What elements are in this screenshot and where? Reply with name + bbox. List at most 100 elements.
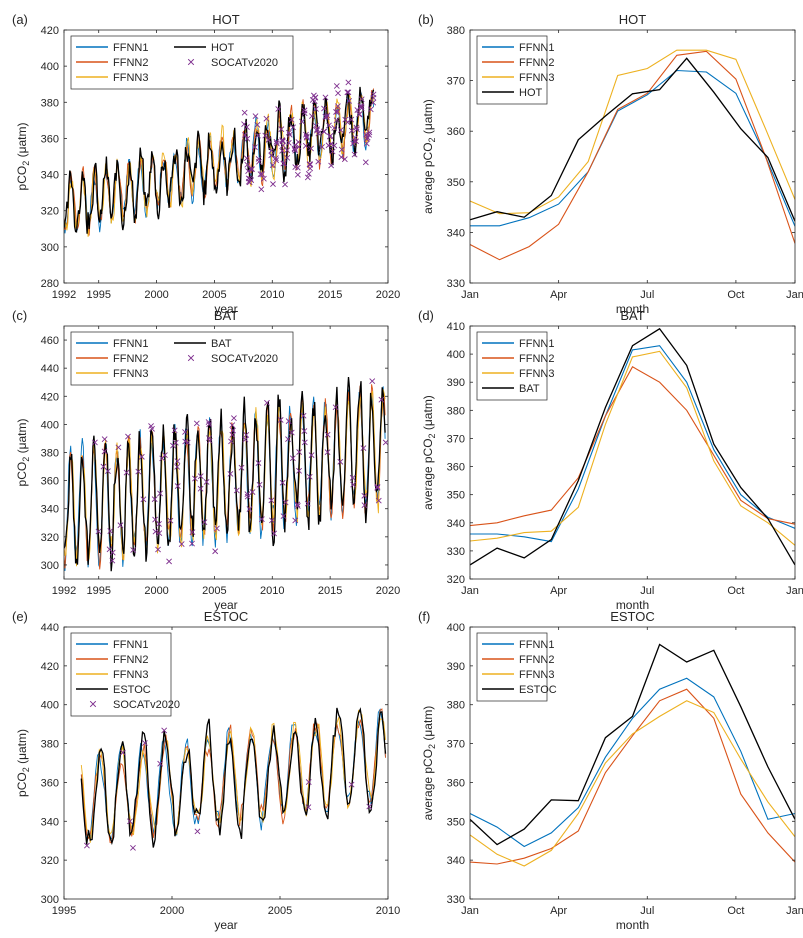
y-tick-label: 390: [447, 377, 465, 389]
socat-marker: [123, 469, 130, 476]
y-tick-label: 400: [41, 700, 59, 712]
panel-title: BAT: [620, 308, 644, 323]
socat-marker: [171, 427, 178, 434]
socat-marker: [156, 520, 162, 527]
plot-area: [80, 707, 387, 851]
socat-marker: [366, 129, 373, 136]
legend-label: HOT: [211, 42, 235, 54]
plot-area: [64, 79, 377, 237]
x-tick-label: Oct: [727, 585, 744, 597]
socat-marker: [324, 449, 331, 456]
x-tick-label: 1995: [86, 585, 110, 597]
socat-marker: [167, 517, 174, 524]
x-tick-label: Jan: [786, 585, 803, 597]
socat-marker: [265, 136, 272, 143]
socat-marker: [282, 499, 289, 506]
socat-marker: [299, 118, 305, 125]
y-tick-label: 390: [447, 661, 465, 673]
y-tick-label: 330: [447, 546, 465, 558]
socat-marker: [305, 779, 312, 786]
socat-marker: [319, 143, 325, 150]
socat-marker: [331, 142, 338, 149]
socat-marker: [332, 404, 339, 411]
socat-marker: [138, 453, 145, 460]
legend: FFNN1 FFNN2 FFNN3 BAT: [476, 331, 554, 401]
socat-marker: [268, 152, 275, 159]
socat-marker: [115, 444, 122, 451]
socat-marker: [197, 485, 204, 492]
series-line-ffnn3: [64, 94, 374, 237]
socat-marker: [305, 170, 312, 177]
socat-marker: [304, 174, 311, 181]
socat-marker: [296, 467, 302, 474]
socat-marker: [277, 417, 284, 423]
y-tick-label: 360: [447, 777, 465, 789]
socat-marker: [292, 164, 299, 171]
legend-label: FFNN3: [113, 368, 148, 380]
socat-marker: [212, 548, 219, 555]
y-tick-label: 380: [447, 405, 465, 417]
x-tick-label: 2020: [376, 289, 400, 301]
socat-marker: [338, 146, 345, 153]
panel-c: 1992 1995 2000 2005 2010 2015 2020 300 320 340 360…: [12, 308, 400, 612]
socat-marker: [203, 479, 210, 485]
socat-marker: [149, 425, 155, 432]
socat-marker: [378, 396, 385, 403]
legend-label: SOCATv2020: [113, 699, 180, 711]
socat-marker: [213, 525, 220, 532]
legend-label: FFNN1: [113, 42, 148, 54]
x-tick-label: Jul: [640, 289, 654, 301]
socat-marker: [295, 143, 302, 150]
y-tick-label: 370: [447, 433, 465, 445]
socat-marker: [333, 109, 339, 115]
legend-label: HOT: [519, 87, 543, 99]
socat-marker: [273, 157, 280, 164]
socat-marker: [334, 103, 341, 110]
series-line-ffnn3: [470, 49, 795, 215]
y-tick-label: 300: [41, 242, 59, 254]
x-tick-label: Oct: [727, 289, 744, 301]
socat-marker: [246, 506, 253, 512]
axes-frame: [469, 626, 796, 900]
legend-label: BAT: [211, 338, 232, 350]
y-tick-label: 320: [41, 855, 59, 867]
socat-marker: [335, 90, 341, 97]
socat-marker: [382, 439, 388, 446]
y-tick-label: 330: [447, 278, 465, 290]
socat-marker: [263, 115, 270, 122]
legend: FFNN1 HOT FFNN2 SOCATv2020 FFNN3: [70, 35, 294, 90]
socat-marker: [349, 474, 356, 481]
socat-marker: [344, 89, 351, 96]
socat-marker: [83, 842, 90, 849]
panel-letter: (e): [12, 609, 28, 624]
socat-marker: [345, 89, 352, 96]
socat-marker: [302, 142, 309, 149]
panel-letter: (c): [12, 308, 27, 323]
socat-marker: [294, 502, 301, 509]
socat-marker: [245, 175, 252, 182]
x-axis-label: year: [214, 598, 237, 612]
socat-marker: [326, 122, 332, 129]
y-axis-label: pCO2 (μatm): [15, 123, 31, 191]
y-tick-label: 380: [41, 739, 59, 751]
y-tick-label: 340: [41, 504, 59, 516]
socat-marker: [279, 479, 286, 486]
panel-title: ESTOC: [610, 609, 655, 624]
socat-marker: [229, 431, 236, 438]
panel-letter: (d): [418, 308, 434, 323]
socat-marker: [346, 98, 353, 104]
socat-marker: [291, 145, 298, 152]
y-tick-label: 400: [41, 61, 59, 73]
legend-marker: [187, 354, 195, 362]
socat-marker: [273, 138, 280, 145]
socat-marker: [106, 546, 113, 553]
socat-marker: [119, 749, 126, 756]
x-axis-label: month: [616, 598, 649, 612]
series-line-estoc: [470, 643, 795, 846]
socat-marker: [288, 429, 295, 436]
panel-title: HOT: [212, 12, 240, 27]
series-line-ffnn2: [470, 50, 795, 261]
y-tick-label: 320: [41, 206, 59, 218]
x-tick-label: 1995: [86, 289, 110, 301]
socat-marker: [157, 490, 163, 497]
